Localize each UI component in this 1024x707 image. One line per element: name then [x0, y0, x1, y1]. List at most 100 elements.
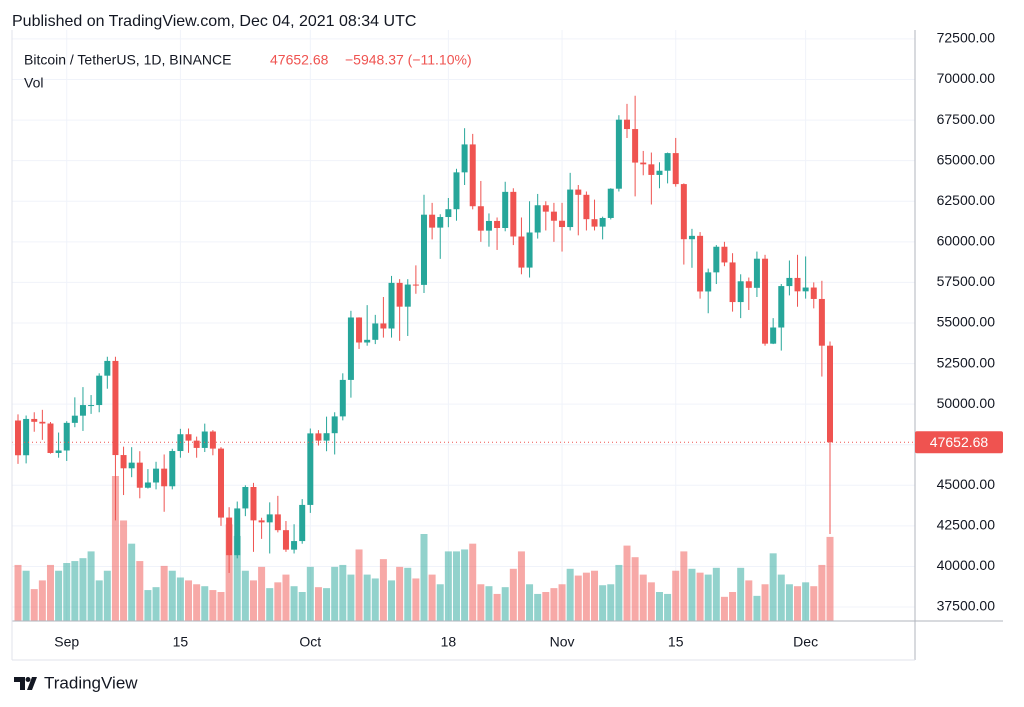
volume-bar — [526, 584, 534, 621]
volume-bar — [95, 580, 103, 621]
volume-bar — [826, 536, 834, 621]
volume-bar — [339, 564, 347, 621]
candle-body — [291, 541, 298, 550]
volume-bar — [355, 549, 363, 621]
candle-body — [810, 287, 817, 299]
volume-bar — [152, 587, 160, 621]
volume-bar — [258, 566, 266, 621]
volume-bar — [469, 543, 477, 621]
volume-bar — [388, 580, 396, 621]
candle-body — [218, 448, 224, 518]
candle-body — [307, 433, 314, 505]
volume-bar — [810, 586, 818, 621]
volume-bar — [160, 565, 168, 621]
candle-body — [339, 379, 346, 417]
candle-body — [104, 360, 111, 376]
volume-bar — [582, 572, 590, 621]
volume-bar — [274, 582, 282, 621]
candle-body — [770, 327, 777, 344]
candle-body — [656, 170, 663, 175]
y-tick-label: 52500.00 — [937, 354, 996, 370]
candle-body — [485, 220, 492, 231]
logo: TradingView — [14, 673, 138, 692]
volume-bar — [38, 580, 46, 621]
candle-body — [648, 164, 655, 175]
candle-body — [510, 191, 517, 237]
y-tick-label: 50000.00 — [937, 395, 996, 411]
y-tick-label: 37500.00 — [937, 598, 996, 614]
volume-bar — [371, 578, 379, 621]
x-tick-label: 15 — [668, 634, 684, 650]
candle-body — [534, 205, 541, 233]
candle-body — [640, 162, 647, 165]
candle-body — [136, 462, 143, 488]
candle-body — [226, 517, 233, 556]
candle-body — [615, 119, 622, 189]
symbol-title: Bitcoin / TetherUS, 1D, BINANCE — [24, 52, 231, 68]
volume-bar — [266, 588, 274, 621]
y-tick-label: 40000.00 — [937, 557, 996, 573]
candle-body — [794, 277, 801, 292]
volume-bar — [623, 545, 631, 621]
candle-body — [209, 431, 216, 449]
candle-body — [153, 468, 160, 483]
volume-bar — [379, 559, 387, 621]
candle-body — [762, 258, 769, 344]
candle-body — [347, 317, 354, 380]
candle-body — [380, 323, 387, 329]
volume-bar — [688, 568, 696, 621]
candle-body — [88, 405, 95, 407]
volume-bar — [615, 564, 623, 621]
volume-bar — [818, 564, 826, 621]
y-tick-label: 72500.00 — [937, 30, 996, 46]
volume-bar — [111, 476, 119, 621]
candle-body — [737, 281, 744, 303]
volume-bar — [103, 570, 111, 621]
volume-bar — [120, 520, 128, 621]
price-change: −5948.37 (−11.10%) — [345, 52, 472, 68]
candle-body — [526, 232, 533, 268]
candle-body — [112, 360, 119, 456]
candle-body — [47, 423, 54, 453]
y-tick-label: 65000.00 — [937, 151, 996, 167]
x-tick-label: 18 — [441, 634, 457, 650]
volume-bar — [46, 564, 54, 621]
candle-body — [550, 211, 557, 221]
candle-body — [282, 530, 289, 550]
volume-bar — [282, 574, 290, 621]
volume-bar — [477, 584, 485, 621]
volume-bar — [599, 585, 607, 621]
candle-body — [745, 281, 752, 288]
candle-body — [680, 184, 687, 240]
candle-body — [599, 217, 606, 227]
volume-bar — [680, 551, 688, 621]
volume-bar — [347, 574, 355, 621]
volume-bar — [501, 587, 509, 621]
candle-body — [63, 422, 70, 451]
x-tick-label: Dec — [793, 634, 818, 650]
volume-bar — [136, 561, 144, 621]
candle-body — [79, 405, 86, 416]
volume-bar — [517, 551, 525, 621]
candle-body — [323, 433, 330, 441]
candle-body — [421, 214, 427, 285]
candle-body — [502, 191, 509, 228]
candle-body — [632, 129, 639, 163]
volume-bar — [769, 553, 777, 621]
y-tick-label: 45000.00 — [937, 476, 996, 492]
volume-bar — [574, 575, 582, 621]
y-tick-label: 62500.00 — [937, 192, 996, 208]
candle-body — [299, 504, 306, 542]
candle-body — [331, 416, 338, 434]
candle-body — [494, 220, 501, 228]
volume-bar — [712, 567, 720, 621]
logo-icon-dot — [25, 677, 31, 682]
volume-bar — [664, 593, 672, 621]
volume-bar — [550, 588, 558, 621]
candle-body — [250, 486, 257, 521]
volume-bar — [737, 567, 745, 621]
published-note: Published on TradingView.com, Dec 04, 20… — [12, 13, 416, 30]
last-price-box — [915, 431, 1003, 454]
logo-text: TradingView — [44, 673, 138, 692]
candle-body — [364, 339, 371, 343]
